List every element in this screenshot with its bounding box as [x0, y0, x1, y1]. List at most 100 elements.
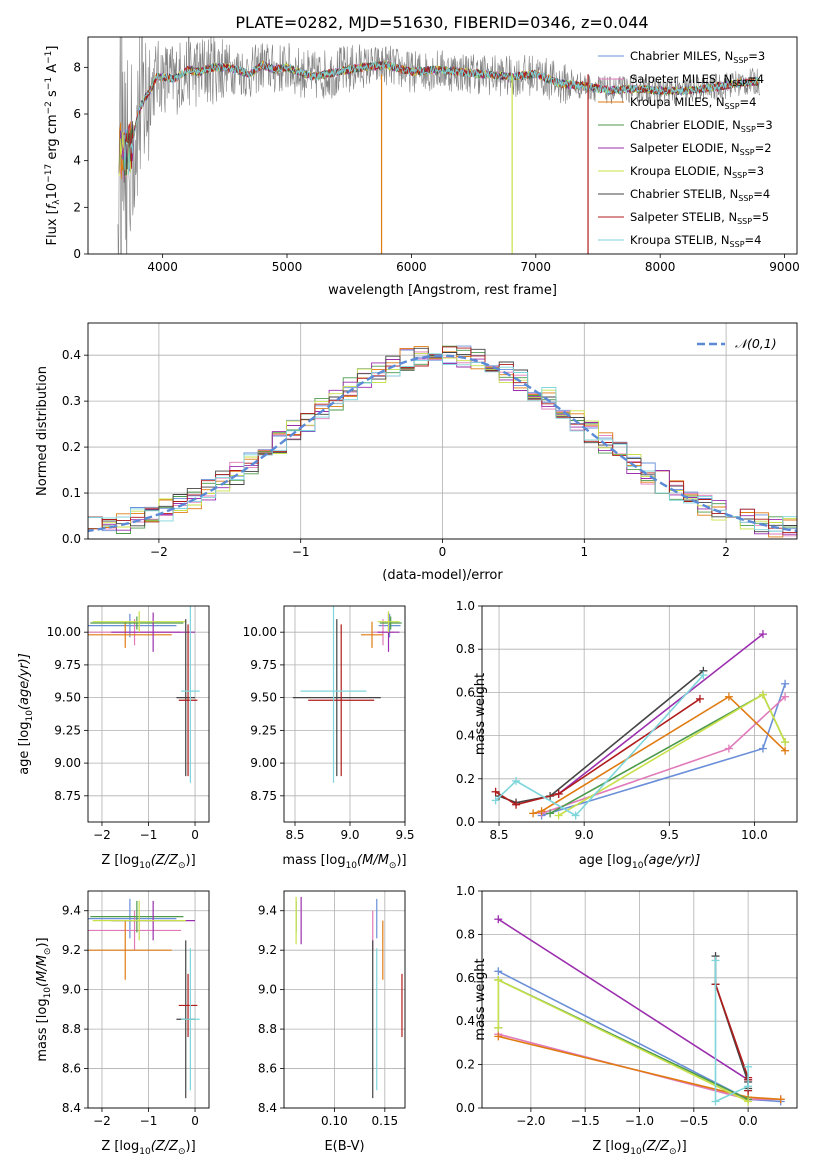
- errorbar-kroupa-stelib: [300, 606, 367, 783]
- legend-entry: 𝒩(0,1): [735, 336, 777, 351]
- weight-marker: [546, 809, 555, 818]
- figure-title: PLATE=0282, MJD=51630, FIBERID=0346, z=0…: [235, 13, 648, 32]
- x-tick-label: 8.5: [285, 828, 304, 842]
- x-tick-label: 6000: [396, 260, 427, 274]
- y-tick-label: 0.2: [456, 1058, 475, 1072]
- y-tick-label: 9.25: [54, 723, 81, 737]
- x-axis-label: wavelength [Angstrom, rest frame]: [328, 283, 557, 298]
- y-tick-label: 10.00: [243, 625, 277, 639]
- y-tick-label: 9.0: [258, 983, 277, 997]
- x-tick-label: −1.5: [571, 1114, 600, 1128]
- weight-series-kroupa-stelib: [491, 671, 708, 820]
- y-axis-label: mass [log10(M/M⊙)]: [35, 937, 53, 1061]
- weight-marker: [758, 690, 767, 699]
- y-tick-label: 0: [73, 247, 81, 261]
- x-tick-label: 10.0: [741, 828, 768, 842]
- mass_vs_Z-axes: −2 −1 0 8.4 8.6 8.8 9.0 9.2 9.4 Z [log10(Z/Z⊙)] ma…: [35, 890, 210, 1157]
- x-tick-label: 0: [439, 545, 447, 559]
- weight-line: [495, 698, 701, 806]
- x-axis-label: mass [log10(M/M⊙)]: [282, 853, 406, 871]
- weight-line: [549, 693, 786, 815]
- x-tick-label: 9.0: [575, 828, 594, 842]
- weight-marker: [781, 692, 790, 701]
- weight-series-kroupa-elodie: [494, 975, 753, 1106]
- x-tick-label: −2: [93, 828, 111, 842]
- legend-entry: Chabrier ELODIE, NSSP=3: [630, 118, 773, 134]
- errorbar-salpeter-miles: [88, 910, 182, 951]
- weight-line: [532, 695, 786, 815]
- age_vs_mass-plot-area: [292, 606, 402, 783]
- axes-frame: [87, 36, 798, 255]
- x-tick-label: −1: [292, 545, 310, 559]
- mass_vs_ebv-plot-area: [295, 896, 403, 1099]
- y-tick-label: 10.00: [47, 625, 81, 639]
- errorbar-salpeter-stelib: [178, 624, 198, 777]
- weight-series-kroupa-elodie: [554, 690, 790, 820]
- weight-marker: [494, 1032, 503, 1041]
- errorbar-kroupa-miles: [361, 621, 383, 648]
- spectrum-axes: 4000 5000 6000 7000 8000 9000 0 2 4 6 8 Chabrier MI…: [44, 36, 800, 298]
- y-tick-label: 8.4: [258, 1101, 277, 1115]
- x-tick-label: 2: [722, 545, 730, 559]
- weight-series-salpeter-elodie: [494, 915, 753, 1084]
- x-tick-label: 0.15: [371, 1114, 398, 1128]
- x-axis-label: age [log10(age/yr)]: [579, 853, 701, 871]
- histogram-salpeter-stelib: [88, 346, 797, 539]
- weight-line: [495, 674, 704, 817]
- weight-line: [558, 633, 764, 795]
- axes-frame: [87, 890, 210, 1109]
- x-tick-label: −0.5: [679, 1114, 708, 1128]
- weight-line: [714, 960, 749, 1103]
- axes-frame: [87, 322, 798, 540]
- weight-series-salpeter-miles: [537, 692, 790, 818]
- weight-line: [497, 978, 749, 1103]
- x-tick-label: −1.0: [625, 1114, 654, 1128]
- y-tick-label: 9.50: [54, 691, 81, 705]
- y-tick-label: 9.4: [62, 904, 81, 918]
- x-tick-label: 1: [580, 545, 588, 559]
- legend-entry: Salpeter ELODIE, NSSP=2: [630, 141, 772, 157]
- weight_vs_Z-plot-area: [494, 915, 785, 1106]
- weight-marker: [491, 787, 500, 796]
- y-axis-label: age [log10(age/yr)]: [17, 653, 35, 775]
- y-tick-label: 0.6: [456, 685, 475, 699]
- weight-marker: [724, 692, 733, 701]
- y-tick-label: 9.75: [54, 658, 81, 672]
- y-tick-label: 9.2: [62, 943, 81, 957]
- weight_vs_age-axes: 8.5 9.0 9.5 10.0 0.0 0.2 0.4 0.6 0.8 1.0 age [log1…: [456, 599, 798, 871]
- y-tick-label: 0.4: [62, 348, 81, 362]
- y-tick-label: 9.4: [258, 904, 277, 918]
- y-axis-label: Flux [fλ10−17 erg cm−2 s−1 A−1]: [44, 46, 62, 246]
- y-tick-label: 2: [73, 200, 81, 214]
- x-tick-label: 4000: [147, 260, 178, 274]
- y-tick-label: 0.2: [456, 772, 475, 786]
- weight-marker: [554, 811, 563, 820]
- age_vs_Z-axes: −2 −1 0 8.75 9.00 9.25 9.50 9.75 10.00 Z [log10(Z…: [17, 605, 210, 871]
- y-tick-label: 6: [73, 107, 81, 121]
- y-tick-label: 0.8: [456, 927, 475, 941]
- errorbar-chabrier-elodie: [90, 900, 184, 933]
- x-tick-label: −2: [150, 545, 168, 559]
- y-tick-label: 8.75: [250, 789, 277, 803]
- y-tick-label: 1.0: [456, 884, 475, 898]
- weight-marker: [744, 1097, 753, 1106]
- weight-marker: [758, 744, 767, 753]
- y-tick-label: 9.00: [54, 756, 81, 770]
- residuals-plot-area: [88, 345, 797, 539]
- x-axis-label: Z [log10(Z/Z⊙)]: [101, 1139, 195, 1157]
- legend-entry: Salpeter STELIB, NSSP=5: [630, 210, 769, 226]
- weight-marker: [554, 789, 563, 798]
- weight-marker: [494, 975, 503, 984]
- errorbar-kroupa-stelib: [181, 948, 200, 1091]
- axes-frame: [283, 890, 406, 1109]
- y-tick-label: 0.0: [456, 1101, 475, 1115]
- y-tick-label: 9.25: [250, 723, 277, 737]
- errorbar-kroupa-elodie: [92, 611, 186, 633]
- axes-frame: [87, 605, 210, 823]
- weight-marker: [571, 811, 580, 820]
- weight-line: [498, 670, 704, 804]
- y-tick-label: 9.2: [258, 943, 277, 957]
- y-tick-label: 8: [73, 60, 81, 74]
- weight-marker: [695, 694, 704, 703]
